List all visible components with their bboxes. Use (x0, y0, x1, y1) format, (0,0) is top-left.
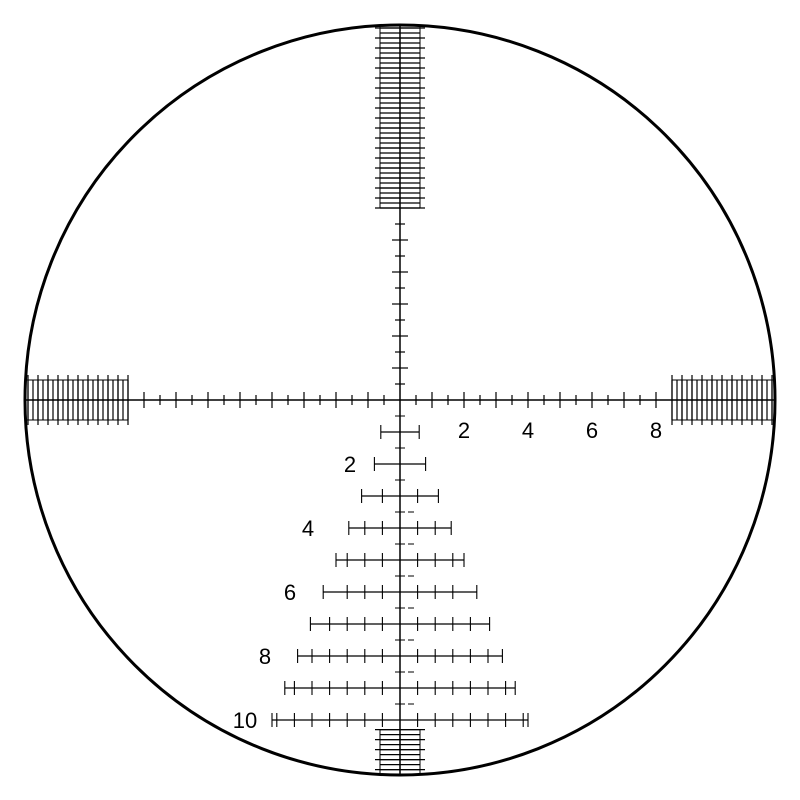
vertical-axis-label: 6 (284, 580, 296, 605)
scope-reticle: 2 4 6 8 2 4 6 8 10 (0, 0, 800, 800)
vertical-axis-label: 2 (344, 452, 356, 477)
vertical-axis-label: 8 (259, 644, 271, 669)
horizontal-axis-label: 6 (586, 418, 598, 443)
vertical-axis-label: 10 (233, 708, 257, 733)
vertical-axis-label: 4 (302, 516, 314, 541)
horizontal-axis-label: 4 (522, 418, 534, 443)
horizontal-axis-label: 8 (650, 418, 662, 443)
horizontal-axis-label: 2 (458, 418, 470, 443)
